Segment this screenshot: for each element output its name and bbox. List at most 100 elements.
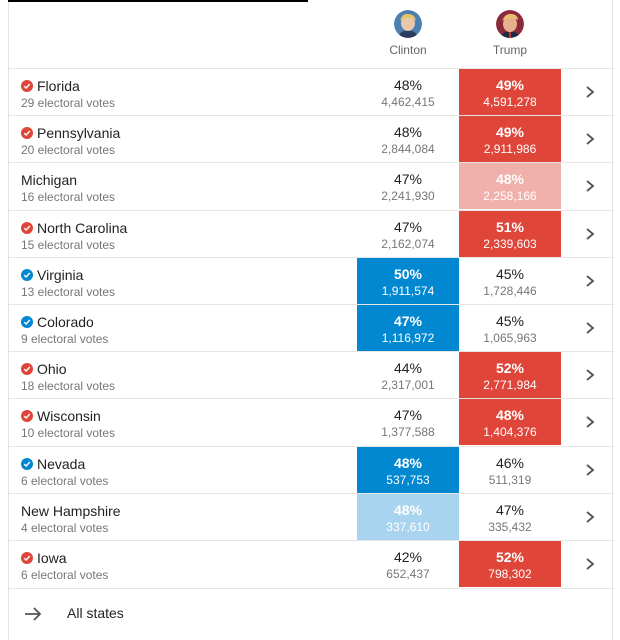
state-row[interactable]: Iowa 6 electoral votes 42% 652,437 52% 7… [9,540,614,587]
clinton-vote-count: 1,911,574 [381,283,435,298]
chevron-right-icon[interactable] [583,320,597,336]
clinton-percent: 47% [393,218,423,235]
electoral-votes: 9 electoral votes [21,332,109,346]
all-states-link[interactable]: All states [9,588,614,640]
state-cell: Wisconsin 10 electoral votes [21,407,351,442]
state-row[interactable]: New Hampshire 4 electoral votes 48% 337,… [9,492,614,540]
state-row[interactable]: Ohio 18 electoral votes 44% 2,317,001 52… [9,351,614,399]
electoral-votes: 18 electoral votes [21,379,116,394]
state-cell: Virginia 13 electoral votes [21,266,351,301]
trump-percent: 49% [495,124,525,141]
clinton-percent: 48% [393,454,423,471]
state-row[interactable]: Michigan 16 electoral votes 47% 2,241,93… [9,162,614,210]
chevron-right-icon[interactable] [583,556,597,572]
clinton-vote-count: 2,844,084 [381,142,435,157]
check-circle-icon [21,316,33,328]
trump-percent: 52% [495,549,525,565]
trump-name: Trump [492,43,528,57]
state-cell: Iowa 6 electoral votes [21,549,351,584]
state-row[interactable]: North Carolina 15 electoral votes 47% 2,… [9,209,614,257]
clinton-percent: 47% [393,171,423,188]
trump-percent: 52% [495,360,525,377]
state-row[interactable]: Florida 29 electoral votes 48% 4,462,415… [9,68,614,115]
trump-vote-count: 2,771,984 [483,378,537,393]
check-circle-icon [21,268,33,281]
clinton-result: 48% 337,610 [357,493,459,540]
candidate-trump: Trump [459,10,561,57]
chevron-right-icon[interactable] [583,414,597,430]
clinton-result: 47% 1,377,588 [357,399,459,445]
trump-percent: 47% [495,501,525,518]
clinton-vote-count: 2,317,001 [381,378,435,393]
trump-avatar [496,10,524,38]
chevron-right-icon[interactable] [583,273,597,289]
trump-result: 52% 2,771,984 [459,352,561,399]
state-row[interactable]: Pennsylvania 20 electoral votes 48% 2,84… [9,115,614,163]
trump-result: 45% 1,728,446 [459,258,561,304]
chevron-right-icon[interactable] [583,367,597,383]
trump-result: 47% 335,432 [459,494,561,540]
chevron-right-icon[interactable] [583,226,597,242]
trump-vote-count: 4,591,278 [483,95,537,109]
chevron-right-icon[interactable] [583,84,597,100]
trump-percent: 46% [495,454,525,471]
clinton-name: Clinton [389,43,427,57]
results-card: Clinton Trump Florida 29 electoral votes… [8,0,614,640]
trump-result: 49% 4,591,278 [459,69,561,115]
trump-result: 52% 798,302 [459,541,561,587]
clinton-vote-count: 2,241,930 [381,189,435,204]
state-name: Florida [37,78,80,94]
clinton-result: 47% 1,116,972 [357,305,459,351]
clinton-percent: 47% [393,407,423,424]
trump-vote-count: 1,404,376 [483,425,537,440]
state-row[interactable]: Virginia 13 electoral votes 50% 1,911,57… [9,256,614,304]
clinton-avatar [394,10,422,38]
check-circle-icon [21,410,33,423]
state-name: Iowa [37,550,67,566]
arrow-right-icon [23,604,43,624]
chevron-right-icon[interactable] [583,131,597,147]
results-header: Clinton Trump [9,0,614,68]
electoral-votes: 6 electoral votes [21,568,109,582]
state-name: Wisconsin [37,408,101,425]
trump-percent: 48% [495,171,525,188]
clinton-result: 48% 2,844,084 [357,116,459,162]
state-row[interactable]: Colorado 9 electoral votes 47% 1,116,972… [9,304,614,351]
state-cell: Nevada 6 electoral votes [21,455,351,490]
clinton-percent: 48% [393,124,423,141]
clinton-percent: 42% [393,549,423,565]
electoral-votes: 4 electoral votes [21,520,109,535]
state-cell: North Carolina 15 electoral votes [21,219,351,254]
state-name: Ohio [37,361,67,378]
state-name: Pennsylvania [37,125,121,142]
trump-percent: 45% [495,265,525,282]
clinton-vote-count: 652,437 [386,567,430,581]
electoral-votes: 16 electoral votes [21,190,116,205]
electoral-votes: 15 electoral votes [21,237,116,252]
chevron-right-icon[interactable] [583,178,597,194]
state-cell: Pennsylvania 20 electoral votes [21,124,351,159]
check-circle-icon [21,127,33,140]
trump-vote-count: 2,911,986 [483,142,537,157]
clinton-percent: 48% [393,77,423,93]
clinton-percent: 47% [393,313,423,329]
trump-result: 51% 2,339,603 [459,210,561,257]
trump-vote-count: 2,339,603 [483,236,537,251]
clinton-percent: 50% [393,265,423,282]
trump-result: 46% 511,319 [459,447,561,493]
state-cell: Colorado 9 electoral votes [21,313,351,348]
state-row[interactable]: Nevada 6 electoral votes 48% 537,753 46%… [9,445,614,493]
clinton-vote-count: 1,116,972 [381,331,435,345]
state-row[interactable]: Wisconsin 10 electoral votes 47% 1,377,5… [9,398,614,446]
top-divider [8,0,308,2]
candidate-clinton: Clinton [357,10,459,57]
state-cell: Michigan 16 electoral votes [21,171,351,206]
trump-percent: 48% [495,407,525,424]
state-name: Virginia [37,266,84,283]
trump-result: 45% 1,065,963 [459,305,561,351]
chevron-right-icon[interactable] [583,462,597,478]
chevron-right-icon[interactable] [583,509,597,525]
clinton-vote-count: 537,753 [386,472,430,487]
trump-vote-count: 798,302 [488,567,532,581]
clinton-result: 47% 2,162,074 [357,211,459,257]
